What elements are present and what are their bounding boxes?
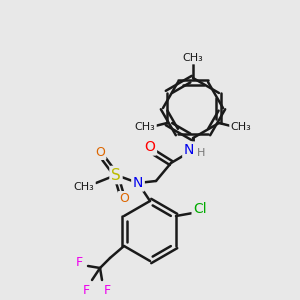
Text: CH₃: CH₃ bbox=[231, 122, 251, 132]
Text: S: S bbox=[111, 167, 121, 182]
Text: H: H bbox=[197, 148, 205, 158]
Text: N: N bbox=[184, 143, 194, 157]
Text: Cl: Cl bbox=[193, 202, 207, 216]
Text: F: F bbox=[82, 284, 90, 296]
Text: CH₃: CH₃ bbox=[183, 53, 203, 63]
Text: N: N bbox=[133, 176, 143, 190]
Text: O: O bbox=[145, 140, 155, 154]
Text: O: O bbox=[95, 146, 105, 158]
Text: O: O bbox=[119, 193, 129, 206]
Text: F: F bbox=[103, 284, 111, 296]
Text: CH₃: CH₃ bbox=[135, 122, 155, 132]
Text: CH₃: CH₃ bbox=[74, 182, 94, 192]
Text: F: F bbox=[76, 256, 82, 268]
